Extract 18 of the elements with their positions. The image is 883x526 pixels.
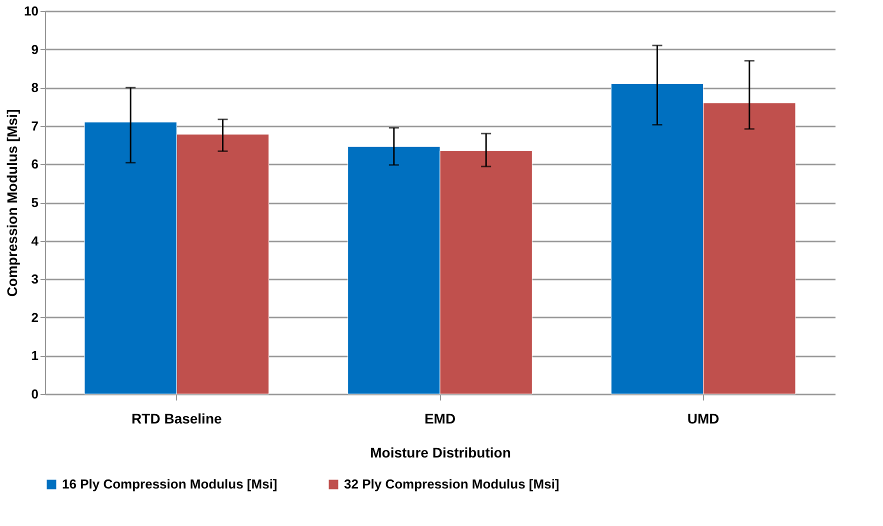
- y-tick-label: 7: [31, 118, 38, 134]
- x-tick-label: UMD: [687, 410, 720, 426]
- y-tick-label: 9: [31, 42, 38, 57]
- y-tick-label: 1: [31, 348, 38, 364]
- x-tick-label: RTD Baseline: [132, 410, 222, 426]
- y-axis-title: Compression Modulus [Msi]: [4, 109, 20, 297]
- y-tick-label: 2: [31, 310, 38, 325]
- y-tick-label: 4: [31, 233, 40, 248]
- y-tick-label: 0: [31, 386, 38, 402]
- x-axis-title: Moisture Distribution: [370, 444, 511, 460]
- y-tick-label: 10: [24, 4, 38, 18]
- legend-label: 32 Ply Compression Modulus [Msi]: [344, 476, 560, 492]
- x-tick-label: EMD: [424, 410, 456, 426]
- y-tick-label: 5: [31, 195, 38, 210]
- y-tick-label: 8: [31, 80, 38, 96]
- legend-label: 16 Ply Compression Modulus [Msi]: [62, 476, 278, 492]
- y-tick-label: 6: [31, 156, 38, 172]
- y-tick-label: 3: [31, 272, 38, 287]
